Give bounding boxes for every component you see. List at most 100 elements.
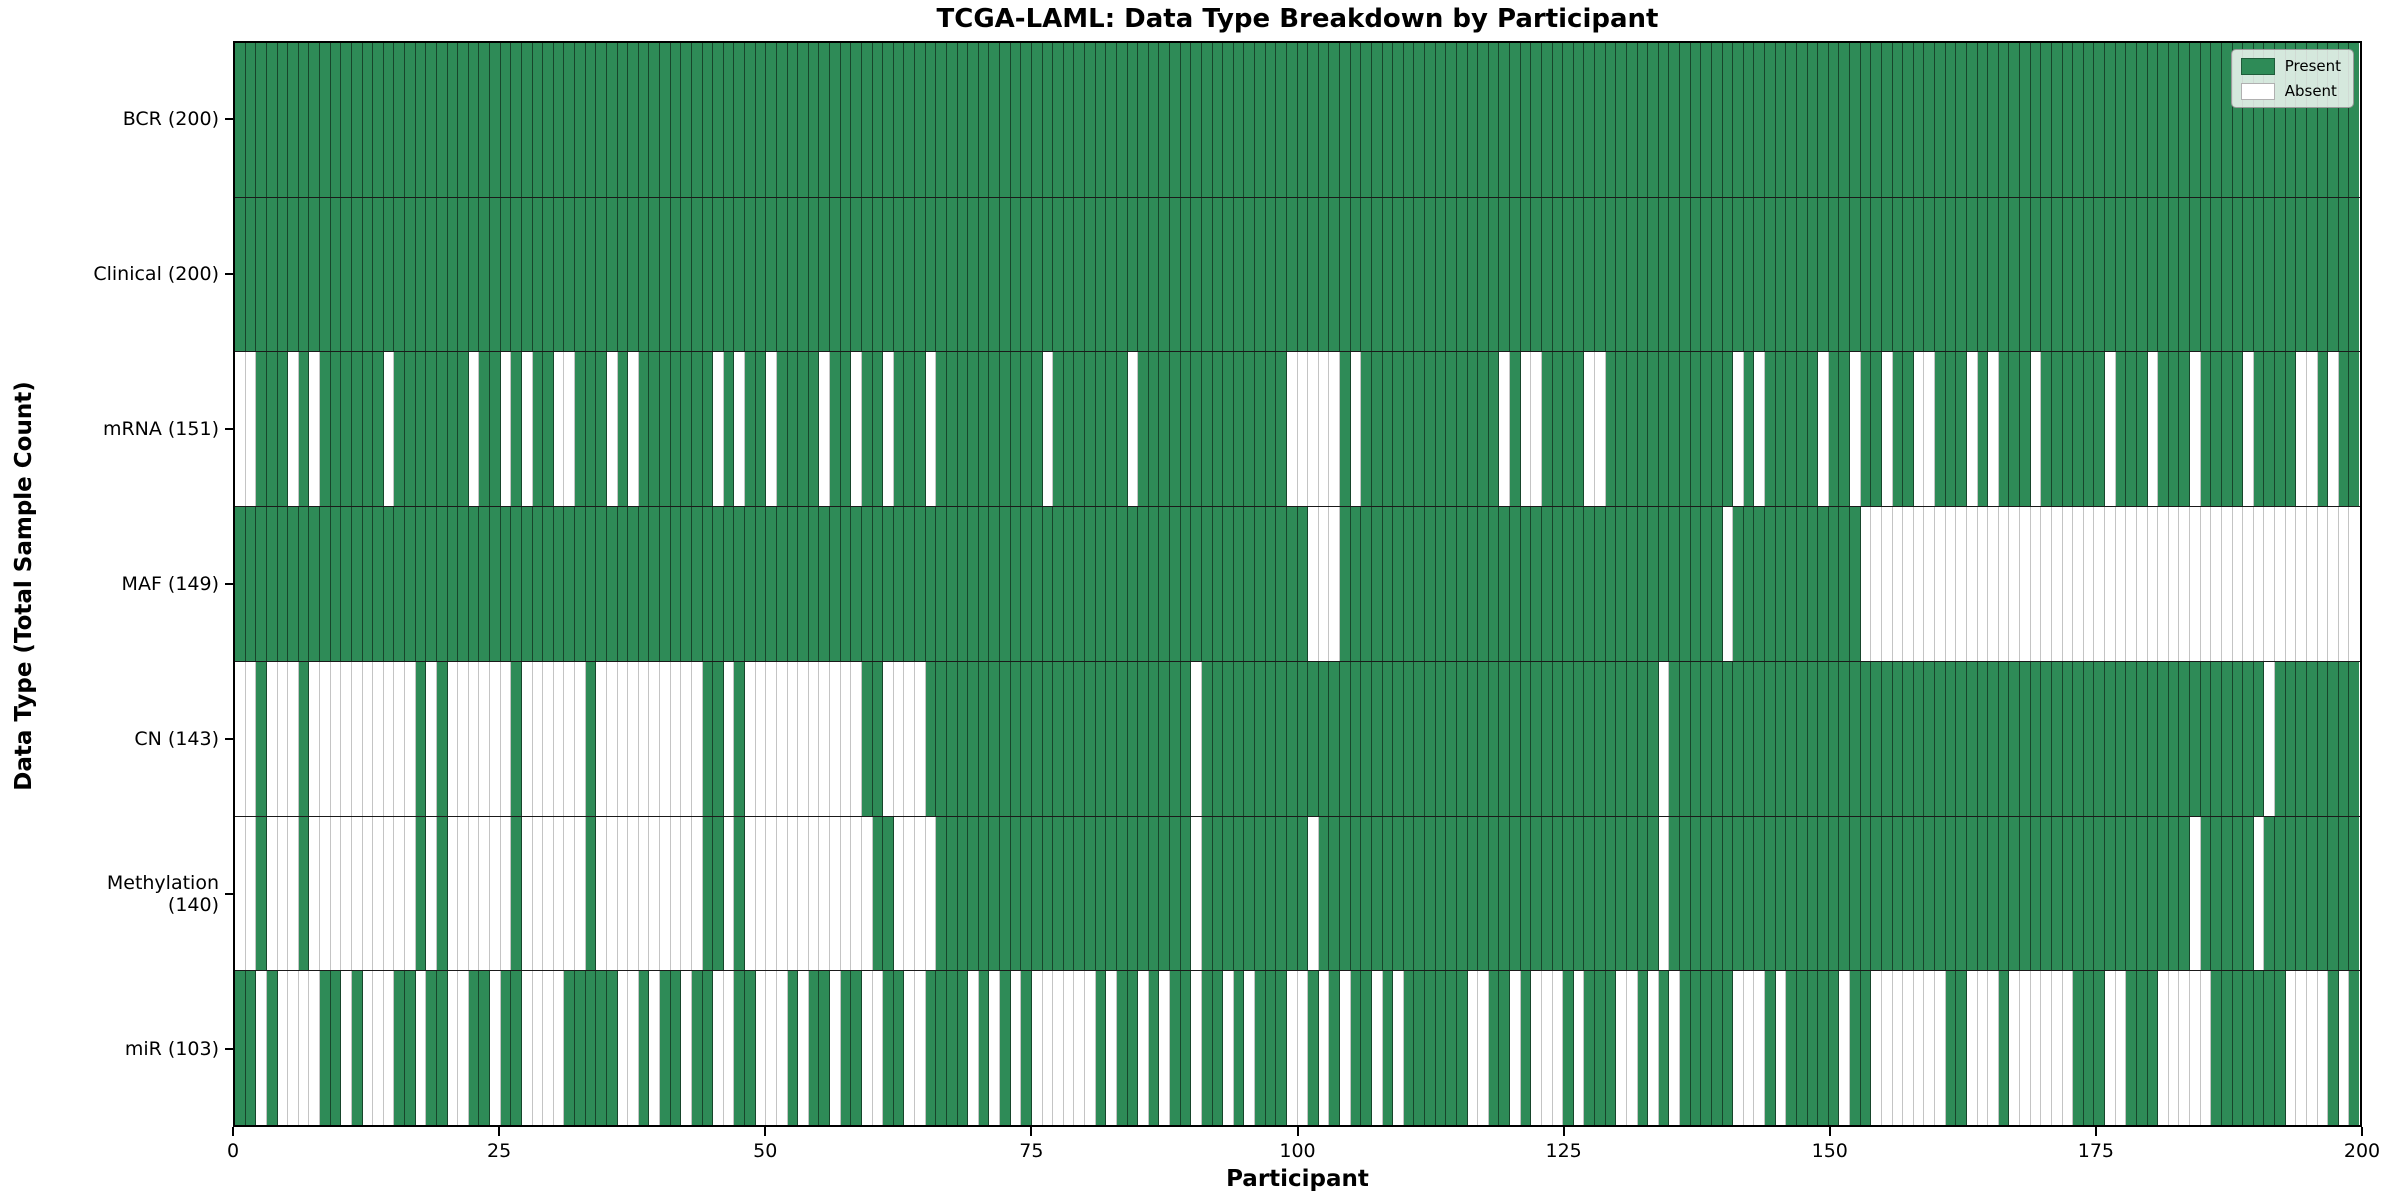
cell — [2349, 197, 2359, 352]
cell — [415, 507, 427, 661]
cell — [1807, 971, 1819, 1126]
cell — [1552, 352, 1564, 507]
cell — [1871, 197, 1882, 352]
cell — [713, 971, 724, 1126]
cell — [1860, 43, 1872, 197]
cell — [617, 816, 629, 971]
cell — [2126, 352, 2137, 507]
legend-label: Absent — [2284, 82, 2337, 100]
cell — [1733, 352, 1744, 507]
cell — [309, 971, 320, 1126]
cell — [1552, 197, 1564, 352]
cell — [808, 661, 820, 816]
cell — [1552, 661, 1564, 816]
cell — [1403, 971, 1415, 1126]
cell — [1074, 971, 1085, 1126]
cell — [405, 507, 416, 661]
cell — [1913, 197, 1925, 352]
cell — [1520, 197, 1532, 352]
cell — [2264, 816, 2275, 971]
cell — [989, 197, 1000, 352]
cell — [1329, 661, 1340, 816]
cell — [1201, 816, 1213, 971]
cell — [575, 197, 586, 352]
cell — [1435, 661, 1447, 816]
cell — [596, 971, 607, 1126]
cell — [2083, 352, 2095, 507]
cell — [1191, 661, 1202, 816]
cell — [681, 971, 692, 1126]
cell — [2253, 352, 2265, 507]
cell — [2179, 197, 2190, 352]
x-tick-mark — [498, 1127, 501, 1136]
cell — [1828, 43, 1840, 197]
cell — [1127, 971, 1139, 1126]
cell — [479, 816, 490, 971]
x-tick-label-150: 150 — [1811, 1140, 1848, 1162]
cell — [702, 197, 714, 352]
cell — [681, 661, 692, 816]
cell — [436, 816, 448, 971]
cell — [702, 816, 714, 971]
cell — [776, 971, 788, 1126]
cell — [1754, 816, 1765, 971]
cell — [1711, 43, 1723, 197]
cell — [1435, 43, 1447, 197]
cell — [1350, 197, 1362, 352]
cell — [1499, 971, 1510, 1126]
cell — [1988, 816, 1999, 971]
cell — [830, 43, 841, 197]
cell — [277, 816, 289, 971]
cell — [553, 197, 565, 352]
cell — [532, 661, 544, 816]
cell — [670, 816, 682, 971]
cell — [1053, 43, 1064, 197]
cell — [830, 971, 841, 1126]
cell — [373, 971, 384, 1126]
cell — [405, 816, 416, 971]
cell — [734, 661, 745, 816]
cell — [1223, 661, 1234, 816]
cell — [1340, 352, 1351, 507]
cell — [1478, 816, 1489, 971]
cell — [1903, 197, 1914, 352]
cell — [415, 816, 427, 971]
cell — [426, 661, 437, 816]
cell — [1913, 971, 1925, 1126]
cell — [1711, 971, 1723, 1126]
cell — [1616, 816, 1627, 971]
cell — [1478, 661, 1489, 816]
cell — [798, 507, 809, 661]
cell — [957, 661, 969, 816]
cell — [575, 43, 586, 197]
cell — [1010, 507, 1022, 661]
cell — [2306, 352, 2318, 507]
cell — [1796, 197, 1808, 352]
cell — [1595, 971, 1606, 1126]
cell — [2179, 507, 2190, 661]
cell — [1148, 816, 1160, 971]
cell — [2200, 43, 2212, 197]
x-tick-mark — [1030, 1127, 1033, 1136]
cell — [1446, 43, 1457, 197]
cell — [1584, 43, 1595, 197]
cell — [277, 507, 289, 661]
cell — [723, 43, 735, 197]
cell — [1000, 352, 1011, 507]
y-tick-label-Clinical: Clinical (200) — [93, 262, 219, 285]
cell — [1031, 661, 1043, 816]
cell — [1818, 352, 1829, 507]
cell — [1860, 352, 1872, 507]
cell — [1361, 197, 1372, 352]
cell — [1116, 197, 1128, 352]
cell — [723, 352, 735, 507]
cell — [1605, 661, 1617, 816]
cell — [596, 661, 607, 816]
cell — [2041, 661, 2052, 816]
cell — [596, 816, 607, 971]
cell — [1340, 971, 1351, 1126]
cell — [638, 971, 650, 1126]
cell — [1871, 661, 1882, 816]
cell — [500, 43, 512, 197]
cell — [543, 661, 554, 816]
